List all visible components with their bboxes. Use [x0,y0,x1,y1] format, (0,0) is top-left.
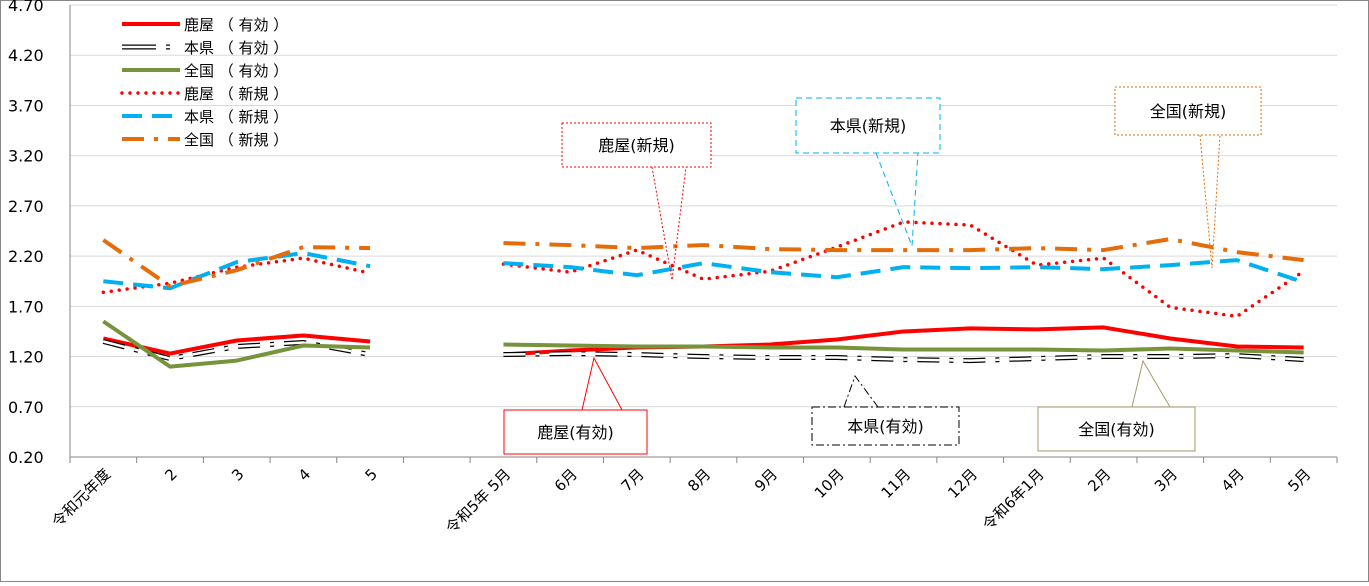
series-line [102,333,371,356]
legend-label: 全国 （ 有効 ） [184,62,288,80]
annotation-label: 本県(新規) [830,117,907,136]
annotation-pointer [843,374,879,408]
annotation-box [811,406,960,446]
y-tick-label: 1.70 [8,297,44,316]
series-line [503,352,1304,362]
legend-label: 本県 （ 新規 ） [184,108,288,126]
annotation-box [795,97,941,154]
annotation-pointer [1131,359,1171,408]
series-line [503,237,1304,263]
annotation-box [1114,86,1262,136]
annotation-callout: 全国(新規) [1114,86,1262,269]
series-line [102,238,371,289]
y-tick-label: 4.70 [8,0,44,15]
series-line [102,319,371,369]
legend-label: 全国 （ 新規 ） [184,131,288,149]
annotation-label: 鹿屋(新規) [598,136,675,155]
annotation-callout: 本県(有効) [811,374,960,446]
legend-item: 全国 （ 新規 ） [122,131,288,149]
legend-item: 本県 （ 有効 ） [122,39,288,57]
legend-item: 鹿屋 （ 有効 ） [122,16,288,34]
y-tick-label: 1.20 [8,348,44,367]
annotations: 鹿屋(新規) 本県(新規) 全国(新規) 鹿屋(有効) 本県(有効) 全国(有効) [503,86,1262,455]
y-tick-label: 3.70 [8,96,44,115]
series-line [503,258,1305,285]
legend-label: 鹿屋 （ 有効 ） [184,16,288,34]
legend: 鹿屋 （ 有効 ） 本県 （ 有効 ） 全国 （ 有効 ） 鹿屋 （ 新規 ） 本県 （… [120,16,288,149]
legend-item: 鹿屋 （ 新規 ） [120,85,288,103]
annotation-box [561,122,712,168]
annotation-label: 全国(有効) [1078,420,1155,439]
series-line [501,220,1306,319]
annotation-callout: 全国(有効) [1037,359,1196,452]
series-line [103,251,371,291]
annotation-label: 全国(新規) [1150,102,1227,121]
series-lines [101,220,1306,369]
annotation-pointer [1199,134,1221,269]
annotation-callout: 鹿屋(有効) [503,356,648,455]
annotation-label: 本県(有効) [847,417,924,436]
annotation-label: 鹿屋(有効) [537,423,614,442]
annotation-box [503,409,648,455]
annotation-box [1037,406,1196,452]
annotation-pointer [581,356,623,411]
y-tick-label: 4.20 [8,46,44,65]
series-line [101,256,372,295]
legend-label: 鹿屋 （ 新規 ） [184,85,288,103]
annotation-callout: 本県(新規) [795,97,941,247]
legend-item: 全国 （ 有効 ） [122,62,288,80]
legend-label: 本県 （ 有効 ） [184,39,288,57]
y-tick-label: 2.70 [8,197,44,216]
annotation-pointer [875,152,919,247]
y-tick-label: 0.20 [8,448,44,467]
y-tick-label: 0.70 [8,398,44,417]
series-line [503,342,1304,355]
annotation-callout: 鹿屋(新規) [561,122,712,281]
legend-item: 本県 （ 新規 ） [122,108,288,126]
y-tick-label: 2.20 [8,247,44,266]
y-tick-label: 3.20 [8,147,44,166]
